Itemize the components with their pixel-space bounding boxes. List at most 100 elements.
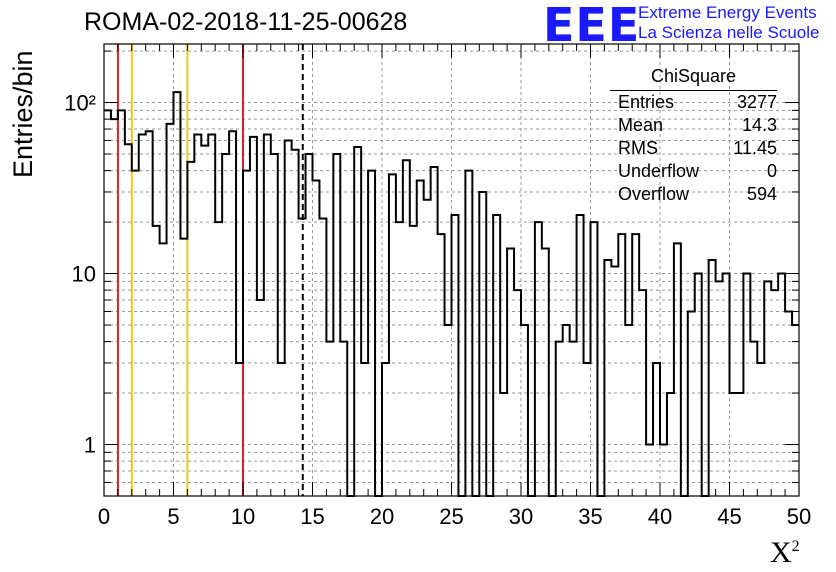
histogram-bin xyxy=(417,181,424,496)
histogram-bin xyxy=(111,119,118,496)
histogram-bin xyxy=(410,226,417,496)
histogram-bin xyxy=(229,131,236,496)
y-tick-label: 10 xyxy=(72,262,96,287)
histogram-bin xyxy=(139,135,146,496)
histogram-bin xyxy=(542,249,549,496)
histogram-bin xyxy=(264,135,271,496)
histogram-bin xyxy=(354,147,361,496)
stats-label: Mean xyxy=(618,115,664,135)
histogram-bin xyxy=(507,249,514,496)
histogram-bin xyxy=(243,171,250,496)
histogram-bin xyxy=(368,171,375,496)
x-tick-label: 5 xyxy=(167,504,179,529)
y-axis-label: Entries/bin xyxy=(8,50,38,178)
y-tick-label: 1 xyxy=(84,433,96,458)
histogram-bin xyxy=(361,363,368,496)
histogram-bin xyxy=(778,274,785,496)
stats-value: 0 xyxy=(766,161,777,181)
x-tick-label: 45 xyxy=(717,504,741,529)
histogram-bin xyxy=(431,167,438,496)
histogram-bin xyxy=(180,239,187,496)
histogram-bin xyxy=(146,131,153,496)
histogram-bin xyxy=(584,363,591,496)
histogram-bin xyxy=(340,342,347,496)
histogram-bin xyxy=(396,222,403,496)
histogram-bin xyxy=(250,137,257,496)
stats-value: 11.45 xyxy=(733,138,777,158)
histogram-bin xyxy=(625,325,632,496)
histogram-bin xyxy=(167,124,174,496)
logo-line-2: La Scienza nelle Scuole xyxy=(638,23,820,42)
y-tick-label: 10² xyxy=(64,91,96,116)
histogram-bin xyxy=(319,218,326,496)
stats-row-entries: Entries 3277 xyxy=(618,91,777,114)
axes: 0 5 10 15 20 25 30 35 40 45 50 1 10 10² xyxy=(64,43,811,529)
histogram-bin xyxy=(187,162,194,496)
x-tick-label: 15 xyxy=(300,504,324,529)
histogram-bin xyxy=(278,363,285,496)
stats-title: ChiSquare xyxy=(610,66,777,91)
histogram-bin xyxy=(750,342,757,496)
stats-value: 594 xyxy=(746,184,777,204)
x-tick-label: 30 xyxy=(509,504,533,529)
histogram-bin xyxy=(452,215,459,496)
x-tick-label: 10 xyxy=(231,504,255,529)
histogram-bin xyxy=(201,146,208,496)
histogram-bin xyxy=(785,311,792,496)
x-tick-label: 50 xyxy=(787,504,811,529)
histogram-bin xyxy=(424,200,431,496)
histogram-bin xyxy=(194,135,201,496)
histogram-outline xyxy=(104,91,799,497)
logo-line-1: Extreme Energy Events xyxy=(638,3,817,22)
histogram-bin xyxy=(792,325,799,496)
histogram-bin xyxy=(688,311,695,496)
stats-label: RMS xyxy=(618,138,658,158)
histogram-bin xyxy=(104,110,111,496)
histogram-bin xyxy=(208,135,215,496)
histogram-bin xyxy=(236,363,243,496)
histogram-bin xyxy=(389,174,396,496)
histogram-bin xyxy=(535,222,542,496)
histogram-bin xyxy=(285,140,292,496)
histogram-bin xyxy=(465,171,472,496)
x-tick-label: 25 xyxy=(439,504,463,529)
histogram-bin xyxy=(570,342,577,496)
histogram-bin xyxy=(174,92,181,496)
stats-label: Overflow xyxy=(618,184,690,204)
stats-label: Entries xyxy=(618,92,675,112)
x-tick-label: 0 xyxy=(98,504,110,529)
histogram-bin xyxy=(382,363,389,496)
stats-value: 14.3 xyxy=(741,115,777,135)
stats-label: Underflow xyxy=(618,161,700,181)
histogram-bin xyxy=(757,363,764,496)
grid-lines xyxy=(103,44,800,496)
histogram-bin xyxy=(215,222,222,496)
histogram-bin xyxy=(723,274,730,496)
x-tick-label: 35 xyxy=(578,504,602,529)
histogram-bin xyxy=(445,325,452,496)
stats-row-rms: RMS 11.45 xyxy=(618,137,777,160)
histogram-bin xyxy=(479,192,486,496)
histogram-bin xyxy=(653,363,660,496)
stats-row-underflow: Underflow 0 xyxy=(618,160,777,183)
histogram-bin xyxy=(125,144,132,496)
histogram-bin xyxy=(577,215,584,496)
histogram-bin xyxy=(326,342,333,496)
stats-row-overflow: Overflow 594 xyxy=(618,183,777,206)
histogram-bin xyxy=(563,325,570,496)
x-axis-label: X2 xyxy=(770,536,800,569)
histogram-bin xyxy=(521,325,528,496)
stats-box: ChiSquare Entries 3277 Mean 14.3 RMS 11.… xyxy=(610,66,777,206)
histogram-bin xyxy=(257,300,264,496)
histogram-bin xyxy=(313,181,320,496)
histogram-bin xyxy=(695,274,702,496)
histogram-bin xyxy=(556,342,563,496)
stats-row-mean: Mean 14.3 xyxy=(618,114,777,137)
histogram-bin xyxy=(153,226,160,496)
x-tick-label: 40 xyxy=(648,504,672,529)
histogram-bin xyxy=(493,215,500,496)
histogram-series xyxy=(104,91,799,497)
x-tick-label: 20 xyxy=(370,504,394,529)
histogram-bin xyxy=(403,160,410,496)
histogram-bin xyxy=(743,274,750,496)
